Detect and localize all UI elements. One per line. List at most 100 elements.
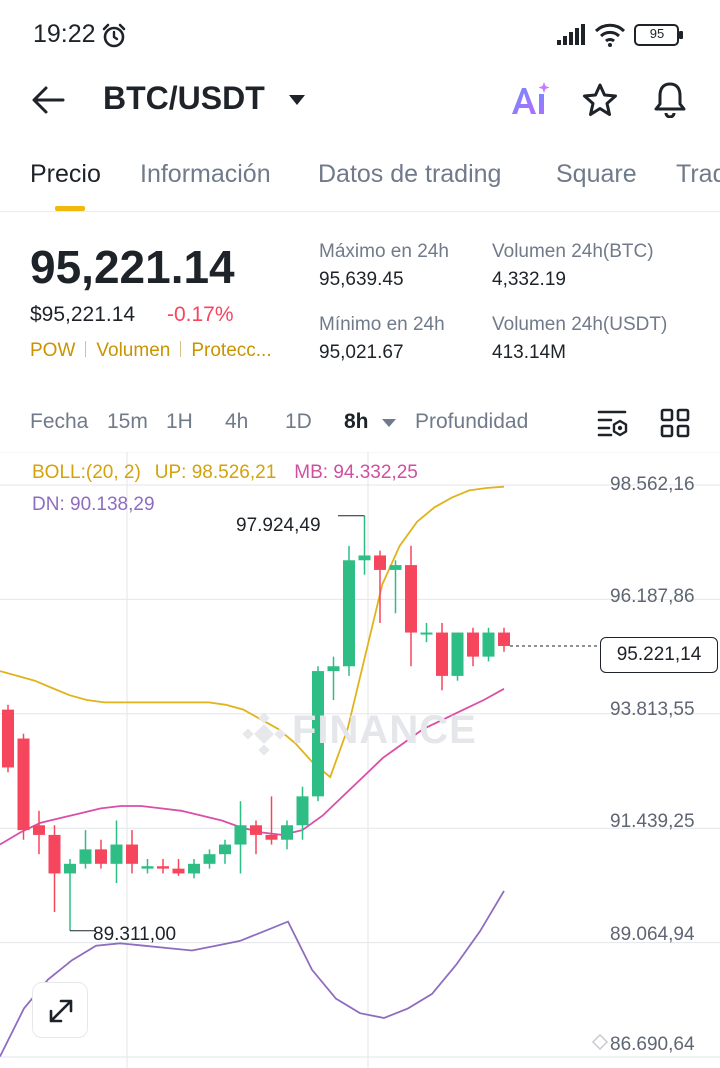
interval-1d[interactable]: 1D <box>285 410 312 433</box>
tab-square[interactable]: Square <box>556 160 637 188</box>
active-tab-indicator <box>55 206 85 211</box>
battery-level: 95 <box>649 26 665 41</box>
boll-label: BOLL:(20, 2) <box>32 462 141 483</box>
candle-body <box>405 565 417 633</box>
volume-btc-label: Volumen 24h(BTC) <box>492 241 654 262</box>
boll-lower-line <box>0 890 505 1057</box>
ai-assistant-icon[interactable] <box>510 80 552 120</box>
candle-body <box>17 738 30 831</box>
layout-grid-icon[interactable] <box>660 408 690 438</box>
tag-divider <box>85 341 87 357</box>
tab-informacion[interactable]: Información <box>140 160 271 188</box>
y-axis-label: 91.439,25 <box>610 811 695 832</box>
interval-fecha[interactable]: Fecha <box>30 410 89 433</box>
battery-icon <box>634 24 683 46</box>
binance-logo-faint <box>591 1033 609 1051</box>
favorite-star-icon[interactable] <box>581 82 619 118</box>
candle-body <box>327 666 340 672</box>
high-24h-value: 95,639.45 <box>319 269 404 290</box>
pair-title[interactable]: BTC/USDT <box>103 80 265 116</box>
tab-trading[interactable]: Trad <box>676 160 720 188</box>
candle-body <box>358 555 371 561</box>
candle-body <box>343 560 355 667</box>
back-arrow-icon[interactable] <box>30 82 66 118</box>
candle-body <box>219 844 231 855</box>
candle-body <box>110 844 123 864</box>
y-axis-label: 89.064,94 <box>610 924 695 945</box>
expand-icon <box>49 999 73 1023</box>
volume-usdt-value: 413.14M <box>492 342 566 363</box>
tag-divider <box>180 341 182 357</box>
high-24h-label: Máximo en 24h <box>319 241 449 262</box>
price-usd: $95,221.14 <box>30 303 136 326</box>
interval-15m[interactable]: 15m <box>107 410 148 433</box>
chart-watermark: FINANCE <box>292 708 477 752</box>
candle-body <box>172 868 185 874</box>
candle-body <box>281 825 293 840</box>
candle-body <box>436 632 448 676</box>
binance-logo-watermark <box>242 712 286 756</box>
tag-pow[interactable]: POW <box>30 340 76 361</box>
candle-body <box>265 834 278 840</box>
candle-body <box>250 825 262 835</box>
boll-upper-value: UP: 98.526,21 <box>154 462 277 483</box>
candle-body <box>64 863 76 874</box>
tab-bar: Precio Información Datos de trading Squa… <box>0 150 720 212</box>
chevron-down-icon[interactable] <box>381 418 397 428</box>
volume-btc-value: 4,332.19 <box>492 269 566 290</box>
interval-profundidad[interactable]: Profundidad <box>415 410 529 433</box>
y-axis-label: 96.187,86 <box>610 586 695 607</box>
wifi-icon <box>594 23 626 47</box>
tab-datos-de-trading[interactable]: Datos de trading <box>318 160 502 188</box>
candle-body <box>141 866 154 869</box>
boll-legend: BOLL:(20, 2) UP: 98.526,21 MB: 94.332,25 <box>32 462 418 484</box>
bell-icon[interactable] <box>652 80 688 118</box>
interval-4h[interactable]: 4h <box>225 410 249 433</box>
candle-body <box>188 863 200 874</box>
candle-body <box>420 632 433 635</box>
tag-proteccion[interactable]: Protecc... <box>191 340 272 361</box>
tag-volumen[interactable]: Volumen <box>96 340 171 361</box>
candle-body <box>234 825 247 845</box>
candle-body <box>389 565 402 570</box>
tag-list: POW Volumen Protecc... <box>30 340 272 362</box>
low-24h-label: Mínimo en 24h <box>319 314 445 335</box>
indicator-settings-icon[interactable] <box>597 408 629 438</box>
volume-usdt-label: Volumen 24h(USDT) <box>492 314 668 335</box>
candle-body <box>157 866 169 869</box>
tab-precio[interactable]: Precio <box>30 160 101 188</box>
candle-body <box>126 844 138 864</box>
y-axis-label: 86.690,64 <box>610 1034 695 1055</box>
candle-body <box>33 825 45 835</box>
boll-lower-value: DN: 90.138,29 <box>32 494 155 515</box>
candlestick-chart[interactable] <box>0 452 720 1068</box>
boll-upper-line <box>0 485 505 779</box>
candle-body <box>451 632 464 676</box>
candle-body <box>79 849 92 864</box>
interval-1h[interactable]: 1H <box>166 410 193 433</box>
chevron-down-icon[interactable] <box>288 94 306 106</box>
last-price: 95,221.14 <box>30 241 235 293</box>
status-time: 19:22 <box>33 20 96 48</box>
status-bar: 19:22 95 <box>0 0 720 70</box>
candle-body <box>296 796 309 826</box>
candle-body <box>467 632 479 657</box>
y-axis-label: 98.562,16 <box>610 474 695 495</box>
price-change: -0.17% <box>167 303 234 326</box>
candle-body <box>498 632 510 646</box>
candle-body <box>374 555 386 570</box>
alarm-icon <box>102 23 126 48</box>
candle-body <box>482 632 495 657</box>
fullscreen-button[interactable] <box>32 982 88 1038</box>
interval-8h[interactable]: 8h <box>344 410 369 433</box>
low-24h-value: 95,021.67 <box>319 342 404 363</box>
candle-body <box>48 834 61 874</box>
low-marker-label: 89.311,00 <box>93 924 177 945</box>
candle-body <box>203 854 216 864</box>
boll-middle-value: MB: 94.332,25 <box>294 462 418 483</box>
candle-body <box>2 709 14 768</box>
y-axis-label: 93.813,55 <box>610 699 695 720</box>
candle-body <box>312 671 324 797</box>
current-price-marker: 95.221,14 <box>600 637 718 673</box>
candle-body <box>95 849 107 864</box>
